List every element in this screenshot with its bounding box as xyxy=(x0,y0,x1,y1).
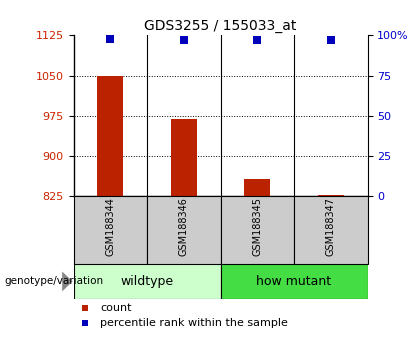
Bar xyxy=(74,196,147,264)
Bar xyxy=(244,179,270,196)
Bar xyxy=(318,195,344,196)
Bar xyxy=(147,196,220,264)
Text: GSM188347: GSM188347 xyxy=(326,197,336,256)
Title: GDS3255 / 155033_at: GDS3255 / 155033_at xyxy=(144,19,297,33)
Polygon shape xyxy=(62,272,73,291)
Bar xyxy=(294,196,368,264)
Bar xyxy=(97,76,123,196)
Text: genotype/variation: genotype/variation xyxy=(4,276,103,286)
Text: percentile rank within the sample: percentile rank within the sample xyxy=(100,318,288,328)
Text: count: count xyxy=(100,303,131,313)
Text: GSM188344: GSM188344 xyxy=(105,197,115,256)
Text: GSM188346: GSM188346 xyxy=(179,197,189,256)
Text: GSM188345: GSM188345 xyxy=(252,197,262,256)
Bar xyxy=(74,264,220,299)
Bar xyxy=(171,119,197,196)
Bar xyxy=(220,264,368,299)
Text: how mutant: how mutant xyxy=(257,275,331,288)
Text: wildtype: wildtype xyxy=(121,275,173,288)
Bar xyxy=(220,196,294,264)
